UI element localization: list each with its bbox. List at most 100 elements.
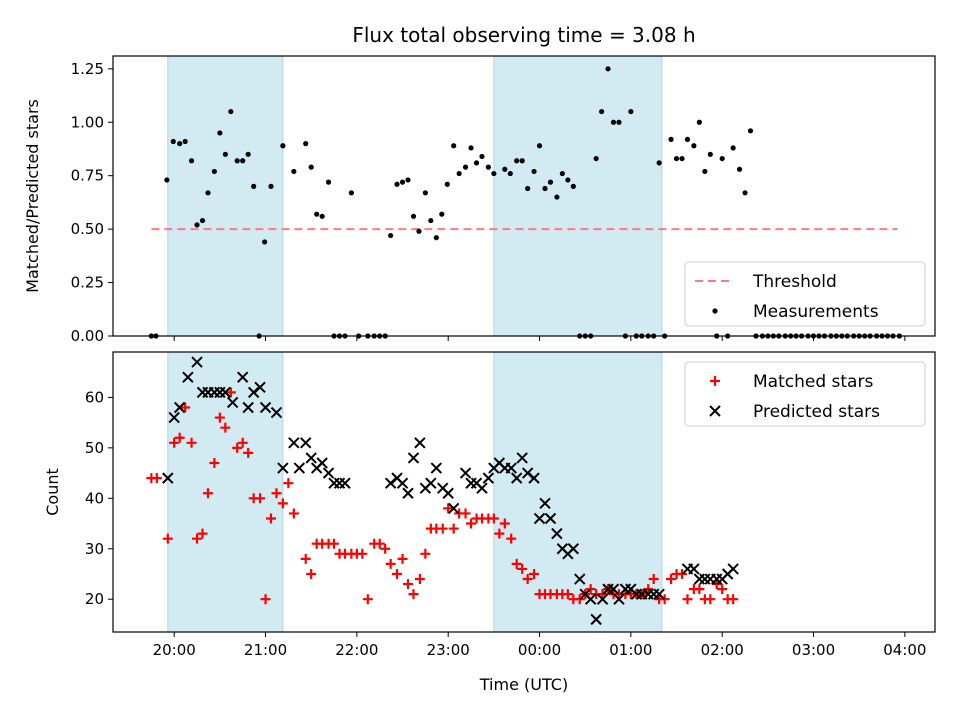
chart-title: Flux total observing time = 3.08 h — [352, 23, 695, 47]
data-point — [234, 158, 240, 164]
data-point — [459, 467, 472, 479]
data-point — [605, 66, 611, 72]
data-point — [717, 584, 728, 595]
data-point — [259, 401, 272, 414]
x-tick-label: 20:00 — [153, 641, 196, 659]
x-tick-label: 04:00 — [883, 641, 926, 659]
y-tick-label: 30 — [85, 540, 104, 558]
y-tick-label: 1.00 — [71, 113, 104, 131]
data-point — [251, 183, 257, 189]
data-point — [448, 523, 459, 534]
top-panel-y-axis-label: Matched/Predicted stars — [23, 99, 42, 293]
data-point — [574, 594, 585, 605]
data-point — [679, 155, 685, 162]
data-point — [280, 143, 286, 149]
data-point — [517, 563, 528, 574]
count-panel: 20 30 40 50 60 20:00 21:00 22:00 23:00 00:00 01:00… — [85, 351, 936, 659]
data-point — [730, 145, 736, 151]
data-point — [339, 477, 351, 489]
data-point — [711, 579, 722, 590]
data-point — [402, 487, 414, 499]
data-point — [425, 477, 437, 489]
data-point — [266, 513, 277, 524]
data-point — [291, 168, 297, 175]
data-point — [254, 381, 266, 394]
x-tick-label: 23:00 — [427, 641, 470, 659]
data-point — [433, 235, 439, 241]
axes-frame — [112, 351, 936, 633]
data-point — [694, 584, 705, 595]
data-point — [519, 158, 525, 164]
data-point — [237, 437, 248, 448]
data-point — [177, 141, 183, 147]
data-point — [456, 170, 462, 177]
data-point — [228, 108, 234, 115]
data-point — [447, 502, 460, 515]
y-tick-label: 60 — [85, 388, 104, 406]
data-point — [691, 143, 697, 149]
data-point — [182, 138, 188, 145]
data-point — [542, 185, 548, 192]
series-matched-stars — [146, 387, 739, 605]
data-point — [643, 584, 654, 595]
data-point — [494, 528, 505, 539]
data-point — [414, 574, 425, 585]
data-point — [437, 523, 448, 534]
data-point — [465, 477, 477, 489]
data-point — [399, 179, 406, 185]
data-point — [476, 482, 488, 494]
data-point — [707, 151, 713, 157]
data-point — [696, 119, 702, 125]
data-point — [599, 108, 605, 115]
data-point — [533, 512, 546, 525]
data-point — [225, 387, 236, 398]
data-point — [585, 584, 596, 595]
data-point — [742, 190, 748, 196]
data-point — [439, 211, 445, 217]
x-axis-label: Time (UTC) — [479, 675, 568, 694]
data-point — [468, 145, 474, 151]
data-point — [226, 396, 239, 409]
data-point — [551, 527, 563, 540]
data-point — [164, 177, 170, 183]
data-point — [199, 217, 206, 224]
data-point — [169, 437, 180, 448]
data-point — [182, 371, 194, 383]
series-predicted-stars — [162, 356, 739, 626]
legend-x-marker — [709, 405, 721, 417]
data-point — [197, 528, 208, 539]
data-point — [245, 151, 251, 157]
data-point — [528, 472, 540, 484]
data-point — [243, 447, 254, 458]
data-point — [222, 151, 228, 157]
data-point — [236, 371, 249, 383]
data-point — [293, 462, 306, 474]
data-point — [328, 477, 340, 489]
data-point — [240, 158, 246, 164]
data-point — [482, 472, 495, 484]
data-point — [466, 518, 477, 529]
data-point — [544, 512, 557, 525]
data-point — [217, 130, 223, 136]
legend: Matched stars Predicted stars — [684, 361, 926, 427]
data-point — [525, 185, 531, 192]
data-point — [180, 402, 191, 413]
data-point — [394, 181, 400, 187]
data-point — [220, 422, 231, 433]
data-point — [460, 508, 471, 519]
data-point — [628, 108, 634, 115]
y-tick-label: 0.75 — [71, 167, 104, 185]
data-point — [648, 574, 659, 585]
shaded-interval — [167, 351, 284, 633]
y-tick-label: 20 — [85, 590, 104, 608]
data-point — [673, 155, 680, 162]
data-point — [574, 573, 586, 585]
data-point — [699, 573, 711, 585]
data-point — [567, 543, 580, 555]
data-point — [162, 533, 173, 544]
data-point — [727, 563, 739, 575]
data-point — [559, 170, 565, 177]
data-point — [380, 543, 391, 554]
data-point — [385, 558, 396, 569]
